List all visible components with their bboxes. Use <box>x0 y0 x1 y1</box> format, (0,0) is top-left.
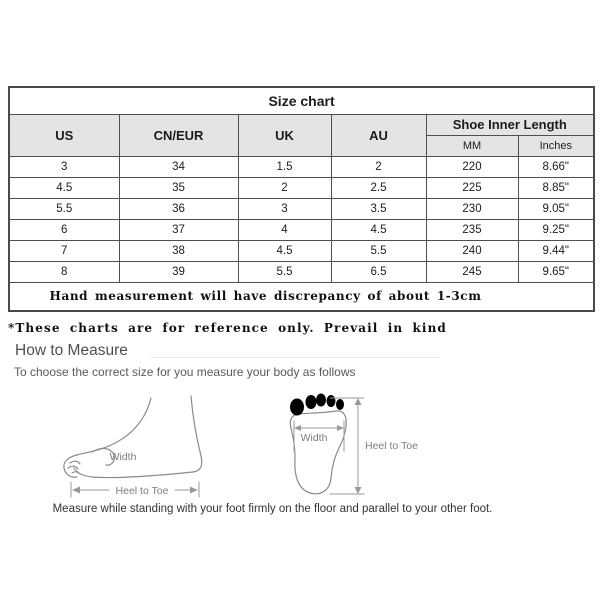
size-cell: 2.5 <box>330 176 427 199</box>
size-cell: 8.66" <box>517 155 595 178</box>
heel-to-toe-label: Heel to Toe <box>116 485 169 497</box>
size-cell: 7 <box>8 239 120 262</box>
table-row: 7 38 4.5 5.5 240 9.44" <box>8 239 595 262</box>
toe-outline <box>316 393 326 407</box>
size-cell: 3 <box>237 197 332 220</box>
how-to-measure-subheading: To choose the correct size for you measu… <box>14 365 356 379</box>
column-header-mm: MM <box>425 134 519 157</box>
arrowhead-left-icon <box>294 425 301 431</box>
size-cell: 225 <box>425 176 519 199</box>
foot-outline-front <box>76 397 152 456</box>
size-cell: 235 <box>425 218 519 241</box>
size-cell: 9.44" <box>517 239 595 262</box>
footprint-outline <box>289 410 347 495</box>
size-cell: 4.5 <box>8 176 120 199</box>
size-cell: 4.5 <box>330 218 427 241</box>
toe-outline <box>305 395 317 409</box>
toe-outline <box>290 398 304 416</box>
size-cell: 220 <box>425 155 519 178</box>
size-cell: 3 <box>8 155 120 178</box>
arrowhead-down-icon <box>354 487 362 494</box>
table-row: 6 37 4 4.5 235 9.25" <box>8 218 595 241</box>
toe-crease <box>71 471 81 475</box>
faint-divider-line <box>150 357 440 358</box>
column-header-cneur: CN/EUR <box>118 113 239 157</box>
size-cell: 230 <box>425 197 519 220</box>
table-subheader-row: MM Inches <box>9 134 595 157</box>
measuring-instructions: Measure while standing with your foot fi… <box>52 503 493 515</box>
table-title: Size chart <box>8 86 595 115</box>
table-row: 4.5 35 2 2.5 225 8.85" <box>8 176 595 199</box>
width-label: Width <box>301 432 328 444</box>
toe-crease <box>67 465 79 470</box>
arrowhead-left-icon <box>72 486 80 494</box>
foot-side-view-diagram: Width Heel to Toe <box>63 395 203 498</box>
size-chart-table: Size chart US CN/EUR UK AU Shoe Inner Le… <box>8 86 596 312</box>
size-cell: 6 <box>8 218 120 241</box>
size-cell: 3.5 <box>330 197 427 220</box>
size-cell: 35 <box>118 176 239 199</box>
size-cell: 6.5 <box>330 260 427 283</box>
size-cell: 2 <box>237 176 332 199</box>
size-cell: 1.5 <box>237 155 332 178</box>
column-header-au: AU <box>330 113 427 157</box>
foot-outline-back-sole <box>73 395 203 479</box>
how-to-measure-heading: How to Measure <box>15 342 128 359</box>
table-note-row: Hand measurement will have discrepancy o… <box>8 281 595 312</box>
size-cell: 5.5 <box>330 239 427 262</box>
table-row: 8 39 5.5 6.5 245 9.65" <box>8 260 595 283</box>
size-cell: 34 <box>118 155 239 178</box>
foot-top-view-diagram: Width Heel to Toe <box>289 393 418 495</box>
arrowhead-right-icon <box>190 486 198 494</box>
size-cell: 4.5 <box>237 239 332 262</box>
table-header-row: US CN/EUR UK AU Shoe Inner Length <box>8 113 595 157</box>
big-toe-outline <box>63 454 78 478</box>
column-header-uk: UK <box>237 113 332 157</box>
column-header-us: US <box>8 113 120 157</box>
ball-of-foot-curve <box>91 447 116 466</box>
size-cell: 240 <box>425 239 519 262</box>
table-row: 5.5 36 3 3.5 230 9.05" <box>8 197 595 220</box>
column-header-inner-length: Shoe Inner Length <box>425 113 595 136</box>
measurement-note: Hand measurement will have discrepancy o… <box>8 281 595 312</box>
size-cell: 8.85" <box>517 176 595 199</box>
size-cell: 37 <box>118 218 239 241</box>
width-label: Width <box>110 451 137 463</box>
size-cell: 2 <box>330 155 427 178</box>
toe-crease <box>69 460 81 465</box>
size-cell: 38 <box>118 239 239 262</box>
arrowhead-up-icon <box>354 398 362 405</box>
toe-outline <box>336 399 344 410</box>
size-cell: 8 <box>8 260 120 283</box>
size-cell: 9.65" <box>517 260 595 283</box>
arrowhead-right-icon <box>337 425 344 431</box>
size-cell: 9.25" <box>517 218 595 241</box>
size-cell: 39 <box>118 260 239 283</box>
size-cell: 5.5 <box>237 260 332 283</box>
size-cell: 36 <box>118 197 239 220</box>
heel-to-toe-label: Heel to Toe <box>365 440 418 452</box>
size-cell: 4 <box>237 218 332 241</box>
size-cell: 9.05" <box>517 197 595 220</box>
toe-outline <box>326 395 336 407</box>
size-cell: 245 <box>425 260 519 283</box>
table-title-row: Size chart <box>8 86 595 115</box>
size-cell: 5.5 <box>8 197 120 220</box>
column-header-inches: Inches <box>517 134 595 157</box>
reference-disclaimer: *These charts are for reference only. Pr… <box>8 321 447 335</box>
table-row: 3 34 1.5 2 220 8.66" <box>8 155 595 178</box>
